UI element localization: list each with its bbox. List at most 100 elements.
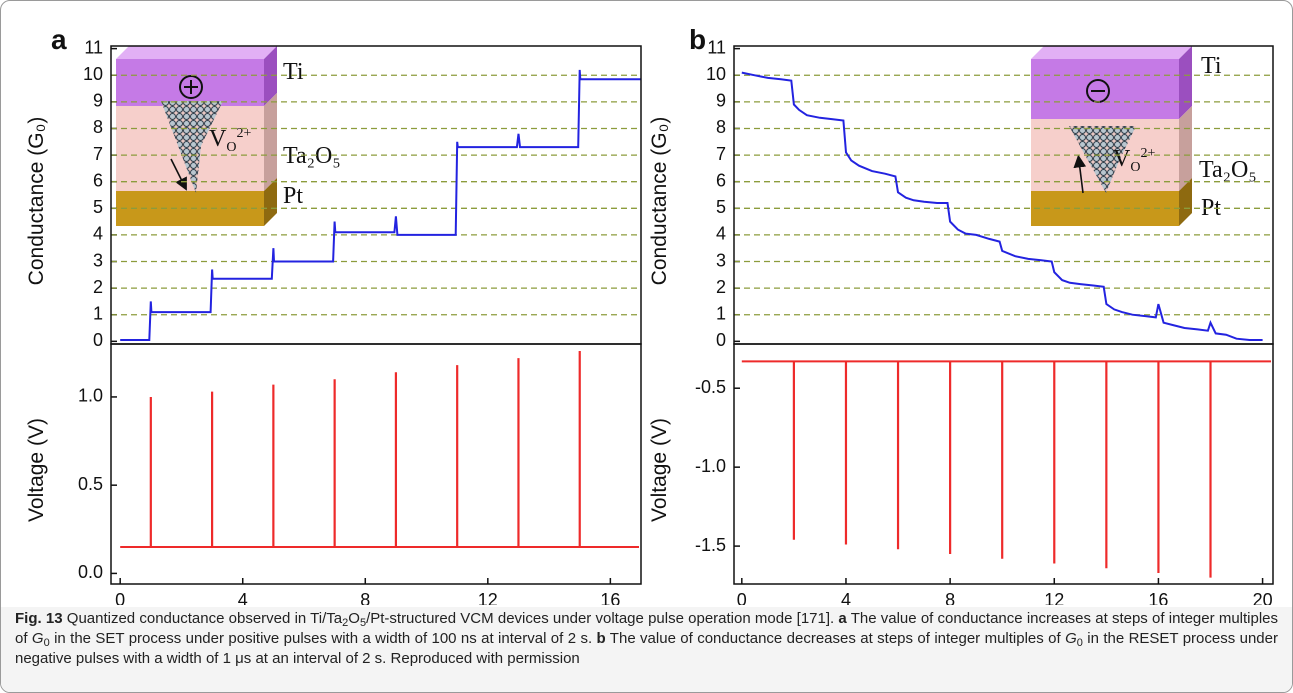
x-tick-label: 12: [478, 590, 498, 605]
inset-layer-label: Pt: [283, 183, 303, 209]
inset-layer-side: [264, 93, 277, 191]
inset-layer-label: Ti: [1201, 53, 1222, 79]
conductance-line: [741, 71, 1263, 341]
y-tick-label: 9: [93, 91, 103, 111]
caption-text: O: [348, 610, 360, 627]
y-tick-label: 8: [716, 117, 726, 137]
ion-subscript: O: [1130, 160, 1140, 175]
ion-charge: 2+: [236, 126, 251, 141]
panel-label: b: [689, 24, 706, 55]
x-tick-label: 8: [945, 590, 955, 605]
filament: [161, 101, 223, 193]
y-tick-label: 5: [93, 197, 103, 217]
y-tick-label: 5: [716, 197, 726, 217]
y-axis-label: Conductance (G₀): [648, 117, 671, 286]
y-tick-label: 6: [93, 170, 103, 190]
caption-text: G: [31, 630, 44, 647]
x-tick-label: 20: [1253, 590, 1273, 605]
y-tick-label: 7: [93, 144, 103, 164]
inset-layer-side: [1179, 106, 1192, 191]
ion-label: VO2+: [1113, 146, 1155, 175]
inset-layer: [116, 191, 264, 226]
y-tick-label: 11: [707, 37, 726, 57]
y-tick-label: 10: [706, 64, 726, 84]
y-tick-label: -1.0: [695, 456, 726, 476]
y-tick-label: -0.5: [695, 377, 726, 397]
y-tick-label: 9: [716, 91, 726, 111]
caption-text: 0: [1076, 637, 1083, 649]
inset-layer-side: [264, 178, 277, 226]
caption-text: a: [838, 610, 847, 627]
y-tick-label: 0: [716, 330, 726, 350]
ion-label: VO2+: [209, 126, 251, 155]
y-tick-label: 7: [716, 144, 726, 164]
inset-layer-label: Pt: [1201, 195, 1221, 221]
caption-text: The value of conductance decreases at st…: [605, 630, 1066, 647]
inset-layer-label: Ta₂O₅: [1199, 157, 1257, 183]
x-tick-label: 12: [1044, 590, 1064, 605]
y-tick-label: -1.5: [695, 535, 726, 555]
y-tick-label: 3: [93, 250, 103, 270]
conductance-line: [120, 69, 641, 341]
x-tick-label: 16: [600, 590, 620, 605]
inset-layer: [1031, 59, 1179, 119]
y-tick-label: 0.5: [78, 474, 103, 494]
y-tick-label: 3: [716, 250, 726, 270]
drift-arrow: [170, 158, 187, 191]
inset-layer-label: Ti: [283, 59, 304, 85]
x-tick-label: 0: [115, 590, 125, 605]
y-axis-label: Voltage (V): [648, 418, 671, 522]
plot-frame: [110, 343, 642, 585]
caption-text: 2: [342, 617, 349, 629]
y-tick-label: 1: [93, 303, 103, 323]
y-axis-label: Voltage (V): [25, 418, 48, 522]
caption-text: Fig. 13: [15, 610, 63, 627]
y-tick-label: 6: [716, 170, 726, 190]
y-tick-label: 1.0: [78, 386, 103, 406]
caption-text: b: [596, 630, 606, 647]
y-tick-label: 8: [93, 117, 103, 137]
y-tick-label: 1: [716, 303, 726, 323]
inset-top-face: [116, 46, 277, 59]
y-tick-label: 4: [716, 224, 726, 244]
x-tick-label: 4: [841, 590, 851, 605]
caption-text: G: [1065, 630, 1077, 647]
y-tick-label: 0: [93, 330, 103, 350]
ion-charge: 2+: [1140, 146, 1155, 161]
y-axis-label: Conductance (G₀): [25, 117, 48, 286]
inset-layer-side: [1179, 46, 1192, 119]
plot-frame: [733, 45, 1274, 345]
y-tick-label: 4: [93, 224, 103, 244]
x-tick-label: 4: [238, 590, 248, 605]
caption-text: /Pt-structured VCM devices under voltage…: [366, 610, 839, 627]
inset-top-face: [1031, 46, 1192, 59]
y-tick-label: 10: [83, 64, 103, 84]
caption-text: in the RESET process under negative puls…: [15, 630, 1278, 667]
inset-layer-side: [1179, 178, 1192, 226]
caption-text: 5: [359, 617, 367, 629]
ion-subscript: O: [226, 140, 236, 155]
panel-label: a: [51, 24, 67, 55]
plot-frame: [733, 343, 1274, 585]
y-tick-label: 11: [84, 37, 103, 57]
caption: Fig. 13 Quantized conductance observed i…: [1, 607, 1292, 692]
caption-text: The value of conductance increases at st…: [15, 610, 1279, 647]
electrode-sign: [179, 75, 203, 99]
x-tick-label: 0: [737, 590, 747, 605]
y-tick-label: 2: [716, 277, 726, 297]
drift-arrow: [1073, 154, 1087, 194]
caption-text: Quantized conductance observed in Ti/Ta: [62, 610, 343, 627]
x-tick-label: 16: [1148, 590, 1168, 605]
inset-layer-label: Ta₂O₅: [283, 143, 341, 169]
ion-symbol: V: [209, 126, 227, 152]
caption-text: in the SET process under positive pulses…: [49, 630, 597, 647]
y-tick-label: 2: [93, 277, 103, 297]
inset-layer-side: [264, 46, 277, 106]
y-tick-label: 0.0: [78, 562, 103, 582]
x-tick-label: 8: [360, 590, 370, 605]
ion-symbol: V: [1113, 146, 1131, 172]
filament: [1069, 126, 1136, 193]
caption-text: 0: [43, 637, 50, 649]
